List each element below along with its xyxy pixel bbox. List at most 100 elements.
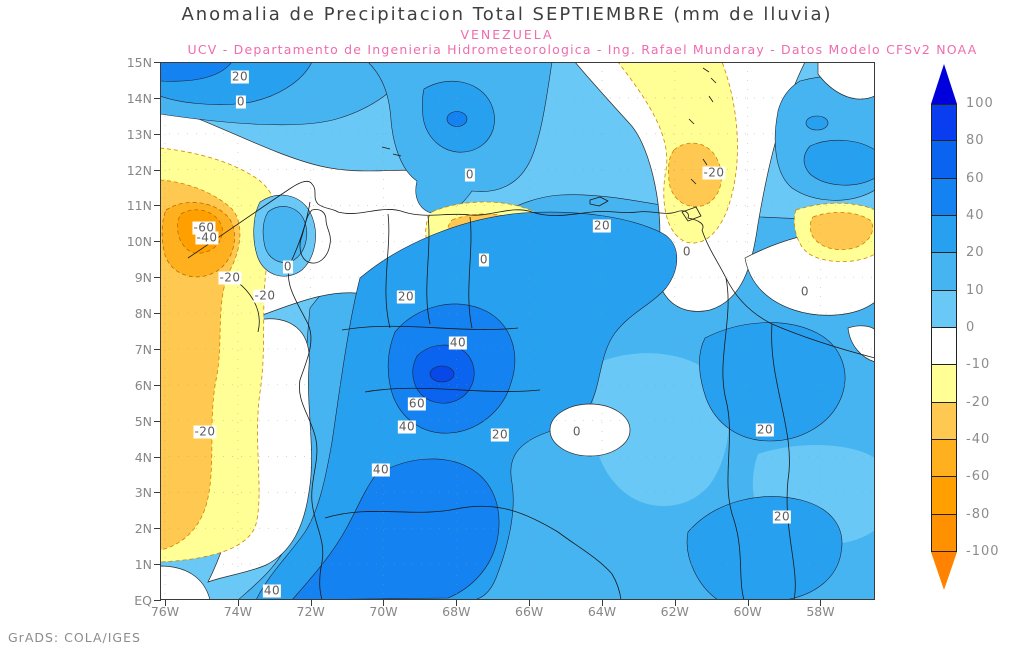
contour-label: 20 [592,218,612,233]
colorbar-tick-label: -100 [966,543,1000,559]
lat-axis-label: 11N [126,198,152,214]
lon-axis-tick [529,600,531,606]
lat-axis-label: 1N [134,557,152,573]
lon-axis-label: 76W [150,604,180,619]
lat-axis-tick [154,384,161,386]
contour-label: 20 [755,422,775,437]
lon-axis-tick [674,600,676,606]
grads-credit: GrADS: COLA/IGES [8,630,141,645]
colorbar-tick-label: -80 [966,506,991,522]
page-title: Anomalia de Precipitacion Total SEPTIEMB… [181,4,833,25]
lat-axis-tick [154,277,161,279]
lat-axis-tick [154,169,161,171]
colorbar-segment [931,253,957,291]
contour-label: 40 [448,335,468,350]
lon-axis-label: 58W [806,604,835,619]
lon-axis-tick [820,600,822,606]
lat-axis-label: 10N [126,234,152,250]
lat-axis-tick [154,313,161,315]
anomaly-map: 20 0 -60 -40 -20 -20 0 0 0 20 20 0 -20 0 40 60 40 20 -20 40… [160,62,875,600]
anomaly-map-canvas [160,62,875,600]
lon-axis-tick [310,600,312,606]
lon-axis-tick [747,600,749,606]
lat-axis-label: EQ [134,593,152,608]
contour-label: 0 [571,424,583,439]
lat-axis-tick [154,133,161,135]
colorbar-tick-label: 10 [966,282,985,298]
lat-axis-label: 3N [134,485,152,501]
contour-label: 0 [464,167,476,182]
contour-label: -20 [253,288,277,303]
contour-label: 0 [681,244,693,259]
credit-line: UCV - Departamento de Ingenieria Hidrome… [187,42,978,57]
lat-axis-label: 15N [126,55,152,70]
lat-axis-tick [154,564,161,566]
contour-label: 0 [282,259,294,274]
contour-label: 0 [235,94,247,109]
lon-axis-label: 68W [442,604,471,619]
contour-label: 40 [397,419,417,434]
contour-label: -20 [218,270,242,285]
lat-axis-label: 6N [134,377,152,393]
lat-axis-tick [154,97,161,99]
lat-axis-tick [154,528,161,530]
lat-axis-tick [154,456,161,458]
lat-axis-label: 9N [134,270,152,286]
colorbar-segment [931,215,957,254]
contour-label: -20 [702,165,726,180]
lon-axis-tick [237,600,239,606]
lon-axis-label: 64W [587,604,617,619]
lat-axis-label: 8N [134,306,152,322]
lat-axis-tick [154,492,161,494]
contour-label: 0 [799,284,811,299]
lon-axis-tick [165,600,166,606]
contour-label: 0 [478,252,490,267]
colorbar-segment [931,365,957,403]
colorbar-segment [931,477,957,515]
colorbar-over-arrow [931,64,957,104]
lon-axis-label: 66W [515,604,544,619]
lat-axis-label: 14N [126,90,152,106]
contour-label: 20 [396,289,416,304]
lon-axis-label: 70W [369,604,398,619]
contour-label: 40 [371,462,391,477]
lat-axis-tick [154,420,161,422]
lon-axis-label: 62W [660,604,689,619]
contour-label: 60 [407,396,427,411]
colorbar-segment [931,290,957,328]
colorbar-tick-label: 40 [966,207,985,223]
lat-axis-label: 12N [126,162,152,178]
colorbar-tick-label: 80 [966,133,985,149]
colorbar-tick-label: 0 [966,319,976,335]
lat-axis-label: 4N [134,449,152,465]
colorbar-tick-label: -10 [966,357,991,373]
colorbar-segment [931,327,957,366]
contour-label: 20 [772,509,792,524]
colorbar-segment [931,402,957,440]
contour-label: -20 [193,424,217,439]
lat-axis-tick [154,600,161,601]
colorbar-segment [931,439,957,478]
colorbar-tick-label: 20 [966,245,985,261]
lat-axis-label: 2N [134,521,152,537]
lon-axis-label: 74W [223,604,252,619]
lat-axis-label: 5N [134,413,152,429]
lat-axis-tick [154,205,161,207]
lat-axis-label: 7N [134,341,152,357]
lon-axis-tick [383,600,385,606]
lon-axis-tick [601,600,603,606]
colorbar-segment [931,141,957,179]
lon-axis-label: 60W [733,604,762,619]
colorbar-tick-label: 60 [966,170,985,186]
lat-axis-tick [154,62,161,63]
contour-label: 20 [230,69,250,84]
contour-label: -60 [192,220,216,235]
colorbar-legend: 100 80 60 40 20 10 0 -10 -20 -40 -60 -80 -100 [931,63,1023,603]
colorbar-tick-label: 100 [966,96,994,111]
lon-axis-tick [456,600,458,606]
contour-label: -40 [195,230,219,245]
contour-label: 20 [490,427,510,442]
colorbar-segment [931,104,957,142]
contour-label: 40 [262,583,282,598]
lat-axis-label: 13N [126,126,152,142]
